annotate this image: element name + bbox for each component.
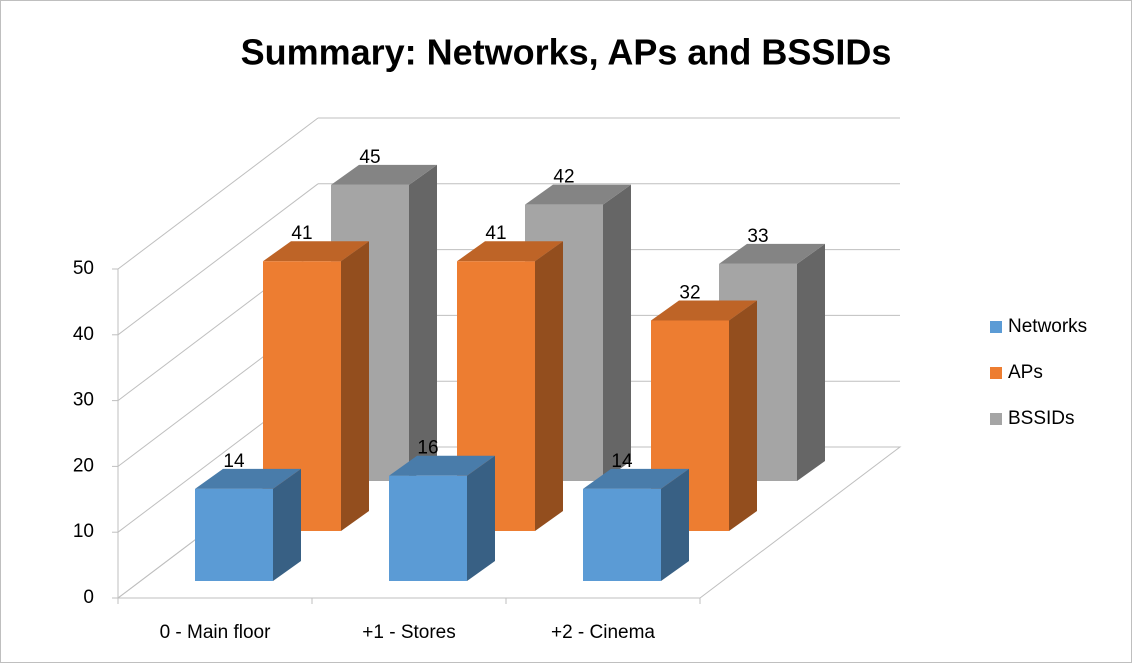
bar-front — [195, 488, 273, 581]
value-label: 16 — [417, 438, 438, 459]
y-tick-label: 10 — [73, 521, 94, 542]
chart-title: Summary: Networks, APs and BSSIDs — [241, 32, 892, 73]
value-label: 14 — [611, 451, 633, 472]
bar-top — [195, 468, 301, 489]
y-tick-label: 0 — [83, 587, 94, 608]
bar-front — [583, 488, 661, 581]
bar-top — [719, 243, 825, 264]
bar-top — [583, 468, 689, 489]
y-tick-label: 30 — [73, 390, 94, 411]
bar-side — [729, 300, 757, 531]
bar-top — [331, 164, 437, 185]
legend-label: BSSIDs — [1008, 408, 1075, 429]
value-label: 42 — [553, 167, 574, 188]
value-label: 33 — [747, 226, 768, 247]
y-tick-label: 40 — [73, 324, 94, 345]
bar-top — [389, 455, 495, 476]
bar-side — [603, 184, 631, 481]
bar-top — [457, 241, 563, 262]
bar-top — [525, 184, 631, 205]
value-label: 32 — [679, 282, 700, 303]
y-tick-label: 50 — [73, 258, 94, 279]
x-tick-label: 0 - Main floor — [160, 622, 272, 643]
bar-front — [263, 261, 341, 531]
value-label: 41 — [485, 223, 506, 244]
bar-side — [661, 468, 689, 581]
x-tick-label: +1 - Stores — [362, 622, 455, 643]
bar — [263, 241, 369, 531]
grid-line — [117, 117, 319, 270]
value-label: 45 — [359, 147, 380, 168]
legend-swatch — [990, 367, 1002, 379]
bar-front — [389, 475, 467, 581]
legend-swatch — [990, 321, 1002, 333]
bar-top — [263, 241, 369, 262]
legend-label: Networks — [1008, 316, 1087, 337]
bar — [389, 455, 495, 581]
bar-top — [651, 300, 757, 321]
value-label: 14 — [223, 451, 245, 472]
bar-side — [409, 164, 437, 481]
legend-label: APs — [1008, 362, 1043, 383]
bar-side — [467, 455, 495, 581]
bar-side — [273, 468, 301, 581]
bar-side — [797, 243, 825, 481]
value-label: 41 — [291, 223, 312, 244]
bar — [195, 468, 301, 581]
x-tick-label: +2 - Cinema — [551, 622, 655, 643]
bar-side — [535, 241, 563, 531]
legend-swatch — [990, 413, 1002, 425]
y-tick-label: 20 — [73, 455, 94, 476]
grid-line — [117, 183, 319, 336]
bar — [583, 468, 689, 581]
bar-side — [341, 241, 369, 531]
